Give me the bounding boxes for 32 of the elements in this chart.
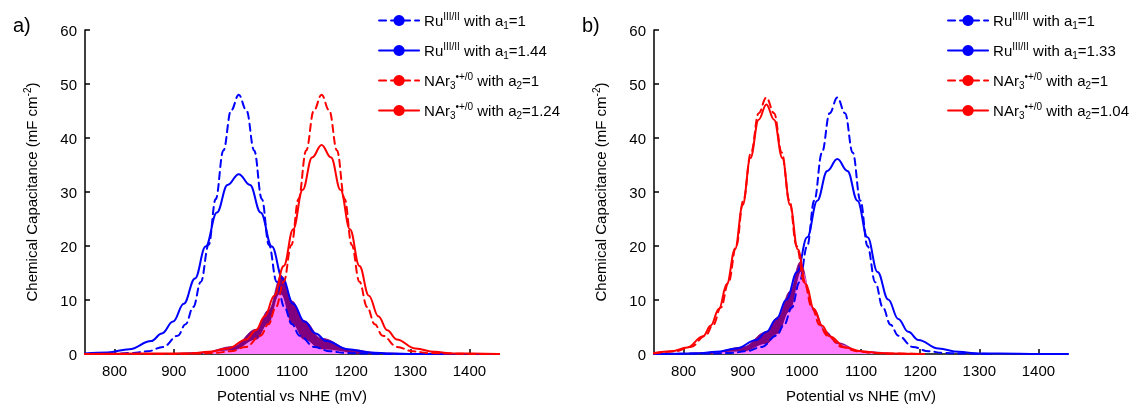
y-tick-label: 40 [60, 129, 77, 147]
x-tick-label: 800 [102, 362, 128, 379]
x-axis-title: Potential vs NHE (mV) [785, 387, 936, 404]
chart-title: a) [13, 14, 31, 36]
x-tick-label: 1000 [784, 362, 819, 379]
x-tick-label: 900 [161, 362, 187, 379]
x-tick-label: 1100 [844, 362, 877, 379]
y-tick-label: 50 [60, 75, 77, 93]
x-tick-label: 800 [670, 362, 696, 379]
x-tick-label: 1400 [1021, 362, 1055, 379]
y-tick-label: 40 [628, 129, 646, 147]
y-tick-label: 30 [60, 183, 77, 201]
x-tick-label: 1300 [962, 362, 996, 379]
y-tick-label: 0 [637, 345, 646, 363]
y-tick-label: 60 [628, 21, 646, 39]
y-tick-label: 0 [68, 345, 77, 363]
x-tick-label: 1200 [902, 362, 937, 379]
y-tick-label: 30 [628, 183, 646, 201]
y-tick-label: 10 [60, 291, 77, 309]
y-tick-label: 50 [628, 75, 646, 93]
y-tick-label: 20 [60, 237, 77, 255]
chart-title: b) [581, 14, 600, 36]
x-tick-label: 1200 [334, 362, 368, 379]
x-tick-label: 900 [729, 362, 755, 379]
x-tick-label: 1100 [275, 362, 309, 379]
x-tick-label: 1400 [452, 362, 487, 379]
y-tick-label: 20 [628, 237, 646, 255]
x-tick-label: 1000 [216, 362, 250, 379]
y-tick-label: 60 [60, 21, 77, 39]
y-tick-label: 10 [628, 291, 646, 309]
x-tick-label: 1300 [393, 362, 427, 379]
x-axis-title: Potential vs NHE (mV) [216, 387, 368, 404]
